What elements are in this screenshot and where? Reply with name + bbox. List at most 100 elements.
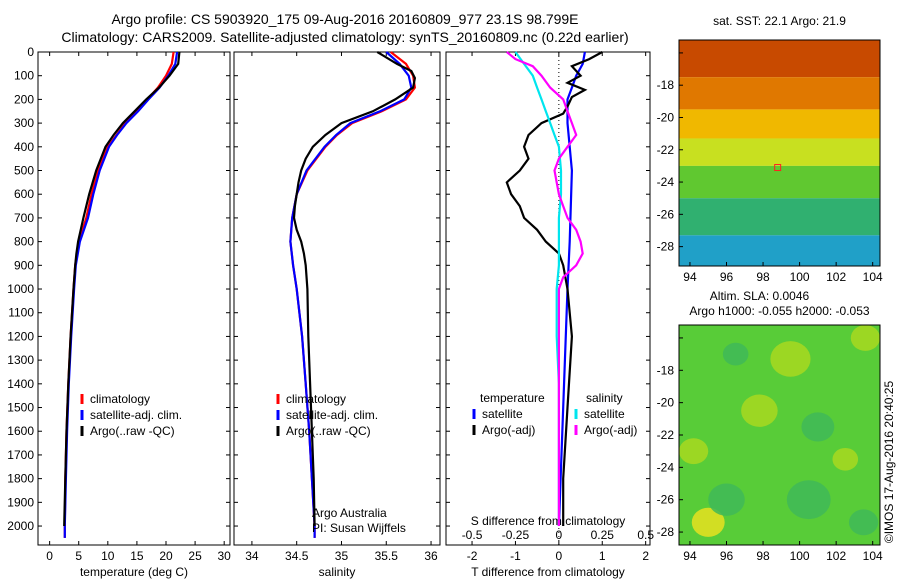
- y-tick-label: -26: [657, 207, 675, 221]
- y-tick-label: -20: [657, 110, 675, 124]
- x-tick-label: 1: [599, 549, 606, 563]
- legend-entry: Argo(..raw -QC): [90, 424, 175, 438]
- x-tick-label: 2: [642, 549, 649, 563]
- x-axis-label: temperature (deg C): [80, 565, 188, 579]
- sst-map-frame: [678, 39, 881, 267]
- figure-title-line2: Climatology: CARS2009. Satellite-adjuste…: [61, 29, 628, 45]
- x-tick-label: 0: [46, 549, 53, 563]
- legend-entry: satellite: [482, 407, 523, 421]
- y-tick-label: 1900: [7, 495, 34, 509]
- sla-anomaly: [786, 480, 831, 520]
- legend-entry: Argo(..raw -QC): [286, 424, 371, 438]
- sla-anomaly: [832, 447, 859, 471]
- y-tick-label: -20: [657, 396, 675, 410]
- y-tick-label: -24: [657, 175, 675, 189]
- sst-band: [679, 235, 880, 266]
- temperature-frame: [37, 51, 231, 546]
- sst-map-image: [679, 40, 880, 266]
- sst-band: [679, 138, 880, 166]
- x-tick-label: 102: [826, 270, 846, 284]
- y-tick-label: 0: [27, 45, 34, 59]
- sst-band: [679, 40, 880, 78]
- x-tick-label: 10: [101, 549, 115, 563]
- x-tick-label: 98: [756, 549, 770, 563]
- y-tick-label: 600: [14, 187, 34, 201]
- y-tick-label: 800: [14, 235, 34, 249]
- x-tick-label: 34: [245, 549, 259, 563]
- x-tick-label: 100: [790, 270, 810, 284]
- s-axis-label: S difference from climatology: [471, 514, 626, 528]
- map-title: Altim. SLA: 0.0046: [710, 289, 810, 303]
- salinity-panel: 34 34.5 35 35.5 36 salinity climatology satelli…: [233, 51, 441, 579]
- y-tick-label: 100: [14, 69, 34, 83]
- legend-entry: satellite: [584, 407, 625, 421]
- y-tick-label: 400: [14, 140, 34, 154]
- sla-anomaly: [708, 483, 745, 516]
- difference-series-line: [506, 51, 584, 526]
- annotation: Argo Australia: [312, 506, 387, 520]
- temperature-panel: 0100200300400500600700800900100011001200…: [7, 45, 231, 579]
- x-tick-label: 20: [159, 549, 173, 563]
- figure-title-line1: Argo profile: CS 5903920_175 09-Aug-2016…: [111, 11, 578, 27]
- y-tick-label: 2000: [7, 519, 34, 533]
- x-tick-label: 34.5: [285, 549, 309, 563]
- y-tick-label: 500: [14, 164, 34, 178]
- x-tick-label: 94: [683, 549, 697, 563]
- profile-marker: [774, 164, 782, 172]
- legend-group-label: salinity: [586, 391, 623, 405]
- y-tick-label: -22: [657, 143, 675, 157]
- legend-entry: satellite-adj. clim.: [286, 408, 378, 422]
- sla-anomaly: [741, 394, 778, 427]
- x-tick-label: -1: [510, 549, 521, 563]
- s-tick-label: 0: [556, 528, 563, 542]
- x-tick-label: -2: [467, 549, 478, 563]
- s-tick-label: 0.25: [591, 528, 615, 542]
- salinity-frame: [233, 51, 441, 546]
- sst-band: [679, 77, 880, 110]
- x-axis-label: salinity: [319, 565, 356, 579]
- y-tick-label: 1600: [7, 424, 34, 438]
- y-tick-label: 1100: [8, 306, 34, 320]
- y-tick-label: -28: [657, 525, 675, 539]
- y-tick-label: 1000: [7, 282, 34, 296]
- y-tick-label: 700: [14, 211, 34, 225]
- x-tick-label: 36: [424, 549, 438, 563]
- y-tick-label: 1500: [7, 401, 34, 415]
- sla-anomaly: [850, 325, 880, 351]
- sla-anomaly: [770, 341, 811, 377]
- sla-anomaly: [691, 507, 725, 537]
- y-tick-label: 200: [14, 92, 34, 106]
- s-tick-label: 0.5: [637, 528, 654, 542]
- difference-panel: -2 -1 0 1 2 T difference from climatology -0.5…: [445, 51, 654, 579]
- x-tick-label: 25: [188, 549, 202, 563]
- x-tick-label: 5: [75, 549, 82, 563]
- y-tick-label: 1200: [7, 329, 34, 343]
- s-tick-label: -0.25: [502, 528, 530, 542]
- sst-map: sat. SST: 22.1 Argo: 21.9 94 96 98 100 102 104…: [657, 14, 883, 284]
- map-title: sat. SST: 22.1 Argo: 21.9: [713, 14, 846, 28]
- legend-entry: satellite-adj. clim.: [90, 408, 182, 422]
- x-tick-label: 100: [790, 549, 810, 563]
- x-tick-label: 35.5: [375, 549, 399, 563]
- y-tick-label: 1300: [7, 353, 34, 367]
- legend-group-label: temperature: [480, 391, 545, 405]
- legend-entry: Argo(-adj): [584, 423, 637, 437]
- legend-entry: climatology: [286, 392, 346, 406]
- y-tick-label: 1700: [7, 448, 34, 462]
- x-tick-label: 98: [756, 270, 770, 284]
- x-tick-label: 94: [683, 270, 697, 284]
- y-tick-label: 1800: [7, 472, 34, 486]
- x-tick-label: 35: [335, 549, 349, 563]
- salinity-series-line: [292, 51, 417, 527]
- legend-entry: Argo(-adj): [482, 423, 535, 437]
- y-tick-label: -18: [657, 363, 675, 377]
- x-tick-label: 96: [720, 549, 734, 563]
- sst-band: [679, 109, 880, 139]
- x-tick-label: 102: [826, 549, 846, 563]
- x-tick-label: 30: [218, 549, 232, 563]
- s-tick-label: -0.5: [462, 528, 483, 542]
- y-tick-label: 1400: [7, 377, 34, 391]
- x-tick-label: 96: [720, 270, 734, 284]
